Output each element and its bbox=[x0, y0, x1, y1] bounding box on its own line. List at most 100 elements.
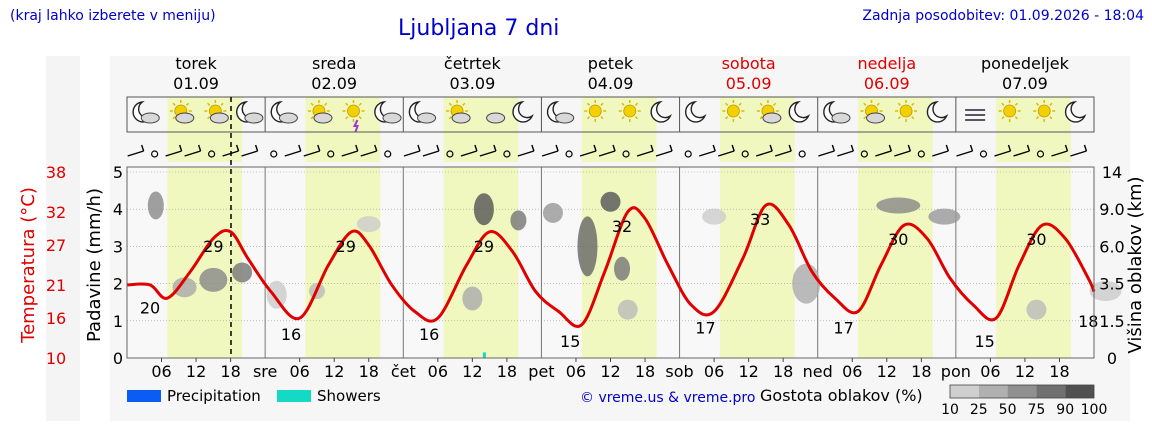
cloud-blob bbox=[614, 256, 631, 281]
moon-cloud-icon bbox=[823, 101, 851, 124]
cloud-blob bbox=[617, 299, 638, 320]
x-tick-label: 06 bbox=[428, 362, 448, 381]
sun-ray bbox=[185, 102, 190, 106]
wind-barb-feather bbox=[945, 144, 949, 152]
moon-cloud-icon bbox=[408, 101, 437, 124]
day-date: 04.09 bbox=[588, 74, 634, 93]
precipitation-tick-label: 5 bbox=[113, 163, 123, 182]
x-day-label: pet bbox=[528, 362, 554, 381]
temperature-label: 15 bbox=[560, 332, 580, 351]
x-tick-label: 12 bbox=[738, 362, 758, 381]
wind-barb-feather bbox=[1064, 144, 1069, 152]
sun-ray bbox=[207, 116, 211, 120]
cloud-blob bbox=[600, 191, 621, 212]
sun-ray bbox=[1035, 116, 1040, 120]
temperature-tick-label: 32 bbox=[46, 203, 66, 222]
cloud-shape bbox=[555, 112, 575, 124]
wind-barb bbox=[222, 150, 239, 157]
day-date: 05.09 bbox=[726, 74, 772, 93]
temperature-label: 29 bbox=[474, 237, 494, 256]
temperature-label: 16 bbox=[419, 325, 439, 344]
precipitation-legend-label: Precipitation bbox=[167, 387, 261, 405]
sun-disc bbox=[726, 104, 740, 118]
wind-barb bbox=[932, 150, 949, 157]
temperature-label: 30 bbox=[1026, 230, 1046, 249]
lightning bbox=[352, 119, 359, 133]
wind-barb bbox=[303, 150, 320, 157]
precipitation-legend-swatch bbox=[127, 390, 161, 402]
wind-barb bbox=[956, 150, 973, 157]
wind-barb bbox=[579, 150, 597, 157]
x-tick-label: 06 bbox=[842, 362, 862, 381]
wind-calm bbox=[208, 150, 216, 158]
wind-barb-feather bbox=[531, 144, 535, 152]
precipitation-tick-label: 4 bbox=[113, 200, 123, 219]
moon-icon bbox=[650, 101, 672, 123]
temperature-tick-label: 16 bbox=[46, 309, 66, 328]
wind-barb bbox=[1070, 150, 1087, 157]
cloud-shape bbox=[278, 112, 298, 124]
wind-barb-feather bbox=[1026, 144, 1031, 152]
cloud-blob bbox=[172, 277, 197, 298]
wind-barb bbox=[636, 150, 654, 157]
x-day-label: sre bbox=[253, 362, 277, 381]
day-name: ponedeljek bbox=[981, 54, 1070, 73]
wind-barb-feather bbox=[1083, 144, 1088, 152]
temperature-label: 30 bbox=[888, 230, 908, 249]
x-tick-label: 12 bbox=[600, 362, 620, 381]
showers-legend-swatch bbox=[277, 390, 311, 402]
sun-ray bbox=[172, 102, 176, 106]
wind-barb bbox=[994, 150, 1011, 157]
wind-barb bbox=[241, 150, 258, 157]
x-tick-label: 12 bbox=[462, 362, 482, 381]
last-update: Zadnja posodobitev: 01.09.2026 - 18:04 bbox=[862, 8, 1144, 24]
wind-barb bbox=[541, 150, 559, 157]
wind-barb-feather bbox=[140, 144, 145, 152]
wind-barb-feather bbox=[254, 144, 259, 152]
x-tick-label: 18 bbox=[497, 362, 517, 381]
sun-cloud-icon bbox=[860, 100, 886, 124]
temperature-tick-label: 10 bbox=[46, 349, 66, 368]
sun-disc bbox=[1037, 104, 1051, 118]
wind-barb bbox=[422, 150, 440, 157]
temperature-tick-label: 21 bbox=[46, 276, 66, 295]
wind-barb bbox=[479, 150, 497, 157]
credit-text: © vreme.us & vreme.pro bbox=[580, 390, 755, 406]
wind-barb-feather bbox=[850, 144, 855, 152]
day-name: četrtek bbox=[444, 54, 502, 73]
sun-ray bbox=[621, 116, 625, 120]
wind-barb-feather bbox=[969, 144, 974, 152]
cloud-legend-level: 90 bbox=[1056, 402, 1074, 418]
wind-barb-feather bbox=[298, 144, 302, 152]
cloud-shape bbox=[140, 112, 160, 124]
cloud-shape bbox=[417, 112, 437, 124]
day-name: sreda bbox=[312, 54, 356, 73]
wind-calm bbox=[622, 150, 630, 158]
wind-barb-feather bbox=[650, 144, 654, 152]
cloud-legend-level: 10 bbox=[941, 402, 959, 418]
sun-ray bbox=[600, 102, 604, 106]
x-tick-label: 06 bbox=[704, 362, 724, 381]
sun-ray bbox=[1014, 102, 1018, 106]
wind-barb bbox=[165, 150, 182, 157]
precipitation-tick-label: 3 bbox=[113, 237, 123, 256]
wind-calm bbox=[1036, 150, 1045, 158]
wind-barb-feather bbox=[493, 144, 497, 152]
cloud-blob bbox=[1026, 299, 1047, 320]
wind-barb bbox=[698, 150, 716, 157]
sun-disc bbox=[623, 104, 637, 118]
cloud-blob bbox=[1089, 281, 1122, 302]
x-tick-label: 18 bbox=[911, 362, 931, 381]
wind-calm bbox=[503, 150, 511, 158]
sun-ray bbox=[172, 116, 176, 120]
cloud-blob bbox=[702, 208, 727, 225]
cloud-blob bbox=[577, 216, 598, 277]
location-hint: (kraj lahko izberete v meniju) bbox=[10, 8, 216, 24]
cloud-blob bbox=[473, 193, 494, 226]
temperature-label: 18 bbox=[1078, 312, 1098, 331]
wind-barb bbox=[403, 150, 421, 157]
wind-barb bbox=[360, 150, 377, 157]
precipitation-tick-label: 2 bbox=[113, 275, 123, 294]
cloud-height-tick-label: 14 bbox=[1102, 163, 1122, 182]
sun-ray bbox=[897, 116, 901, 120]
